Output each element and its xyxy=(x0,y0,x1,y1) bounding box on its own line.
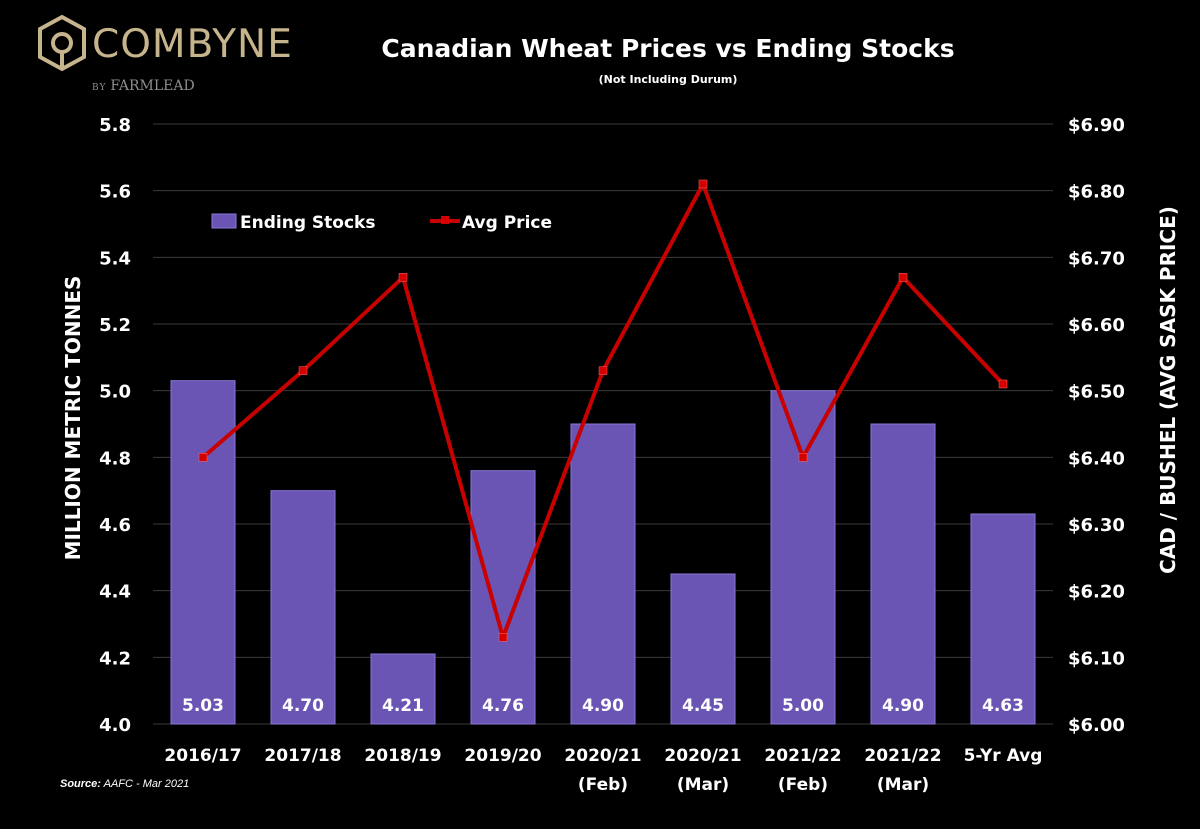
right-tick-label: $6.30 xyxy=(1068,515,1125,536)
bar xyxy=(870,423,936,725)
source-label: Source: xyxy=(60,778,101,790)
price-point xyxy=(998,379,1008,389)
right-tick-label: $6.60 xyxy=(1068,315,1125,336)
left-tick-label: 5.2 xyxy=(99,315,131,336)
hexagon-logo-icon xyxy=(38,14,86,72)
left-tick-label: 5.4 xyxy=(99,248,131,269)
price-point xyxy=(598,366,608,375)
left-tick-label: 4.8 xyxy=(99,448,131,469)
x-tick-label: 2017/18 xyxy=(264,746,341,766)
x-tick-label: (Feb) xyxy=(778,775,828,795)
left-tick-label: 5.6 xyxy=(99,182,131,203)
x-tick-label: 2016/17 xyxy=(164,746,241,766)
bar-value-label: 4.45 xyxy=(682,696,724,716)
x-tick-label: 2021/22 xyxy=(864,746,941,766)
left-tick-label: 4.2 xyxy=(99,648,131,669)
left-tick-label: 5.8 xyxy=(99,115,131,136)
x-tick-label: 5-Yr Avg xyxy=(964,746,1043,766)
bar-value-label: 4.70 xyxy=(282,696,324,716)
chart-subtitle: (Not Including Durum) xyxy=(599,73,738,86)
brand-byline: BY FARMLEAD xyxy=(92,78,195,94)
bar xyxy=(270,490,336,725)
x-tick-label: 2021/22 xyxy=(764,746,841,766)
source-note: Source: AAFC - Mar 2021 xyxy=(60,778,189,790)
legend: Ending Stocks Avg Price xyxy=(211,213,552,233)
right-tick-label: $6.90 xyxy=(1068,115,1125,136)
right-axis: $6.00 $6.10 $6.20 $6.30 $6.40 $6.50 $6.60 $6.70… xyxy=(1068,115,1125,736)
price-point xyxy=(798,453,808,462)
legend-swatch-ending-stocks xyxy=(211,213,237,229)
bar-value-label: 4.90 xyxy=(882,696,924,716)
price-point xyxy=(398,273,408,282)
legend-label-avg-price: Avg Price xyxy=(462,213,552,233)
bar xyxy=(370,653,436,725)
x-tick-label: 2020/21 xyxy=(564,746,641,766)
price-point xyxy=(198,453,208,462)
bar xyxy=(570,423,636,725)
right-tick-label: $6.80 xyxy=(1068,182,1125,203)
x-tick-label: (Feb) xyxy=(578,775,628,795)
bar xyxy=(970,513,1036,725)
right-tick-label: $6.10 xyxy=(1068,648,1125,669)
bar-value-label: 5.00 xyxy=(782,696,824,716)
left-tick-label: 4.4 xyxy=(99,582,131,603)
x-tick-label: (Mar) xyxy=(677,775,729,795)
left-axis: 4.0 4.2 4.4 4.6 4.8 5.0 5.2 5.4 5.6 5.8 xyxy=(99,115,131,736)
bar-series: 5.03 4.70 4.21 4.76 4.90 4.45 5.00 4.90 4.63 xyxy=(170,380,1036,725)
x-tick-label: (Mar) xyxy=(877,775,929,795)
right-tick-label: $6.00 xyxy=(1068,715,1125,736)
line-series xyxy=(198,179,1008,642)
left-axis-label: MILLION METRIC TONNES xyxy=(61,276,85,561)
brand-name: COMBYNE xyxy=(92,22,293,67)
price-point xyxy=(498,633,508,642)
right-tick-label: $6.20 xyxy=(1068,582,1125,603)
bar xyxy=(170,380,236,725)
legend-label-ending-stocks: Ending Stocks xyxy=(240,213,375,233)
bar xyxy=(770,390,836,725)
source-text: AAFC - Mar 2021 xyxy=(103,778,190,790)
combyne-logo xyxy=(36,14,88,76)
byline-partner: FARMLEAD xyxy=(110,78,195,94)
right-tick-label: $6.40 xyxy=(1068,448,1125,469)
x-tick-label: 2020/21 xyxy=(664,746,741,766)
price-point xyxy=(698,179,708,189)
bar-value-label: 4.21 xyxy=(382,696,424,716)
bar-value-label: 4.63 xyxy=(982,696,1024,716)
bar xyxy=(670,573,736,725)
chart-title: Canadian Wheat Prices vs Ending Stocks xyxy=(381,34,954,63)
x-tick-label: 2018/19 xyxy=(364,746,441,766)
bar-value-label: 4.76 xyxy=(482,696,524,716)
legend-marker-avg-price xyxy=(441,216,449,224)
left-tick-label: 4.0 xyxy=(99,715,131,736)
left-tick-label: 4.6 xyxy=(99,515,131,536)
price-point xyxy=(898,273,908,282)
byline-by: BY xyxy=(92,83,107,93)
bar-value-label: 5.03 xyxy=(182,696,224,716)
bar-value-label: 4.90 xyxy=(582,696,624,716)
right-axis-label: CAD / BUSHEL (AVG SASK PRICE) xyxy=(1156,206,1180,574)
price-point xyxy=(298,366,308,375)
x-axis: 2016/17 2017/18 2018/19 2019/20 2020/21 (Feb)… xyxy=(164,746,1042,795)
left-tick-label: 5.0 xyxy=(99,382,131,403)
right-tick-label: $6.70 xyxy=(1068,248,1125,269)
bar xyxy=(470,470,536,725)
x-tick-label: 2019/20 xyxy=(464,746,541,766)
right-tick-label: $6.50 xyxy=(1068,382,1125,403)
